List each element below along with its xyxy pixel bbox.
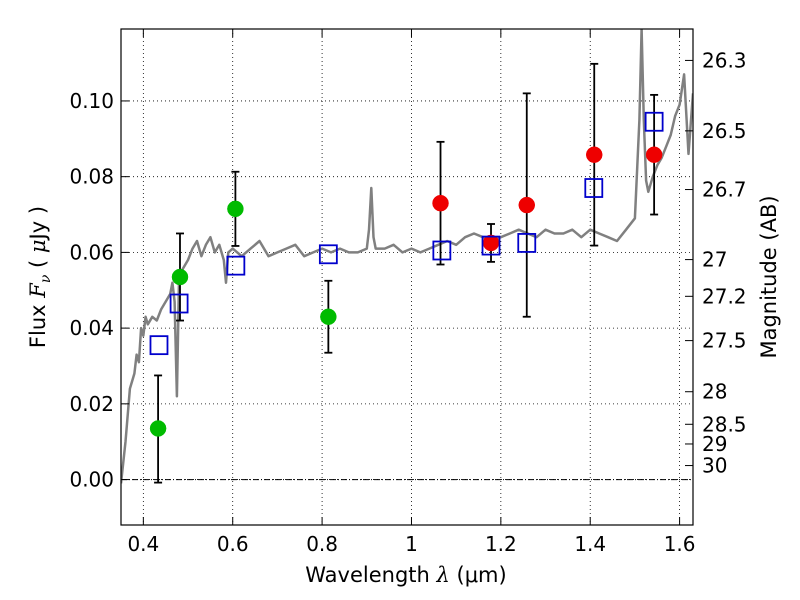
model-box-8 [644,111,664,132]
magnitude-tick-label-9: 30 [702,454,727,478]
magnitude-tick-label-5: 27.5 [702,329,747,353]
y-axis-ticks: 0.00 0.02 0.04 0.06 0.08 0.10 [69,89,129,492]
x-tick-label-3: 1 [405,532,418,556]
y-axis-label-prefix: Flux [26,298,50,348]
x-axis-ticks: 0.4 0.6 0.8 1 1.2 1.4 1.6 [127,29,696,556]
model-box-4 [432,240,452,261]
y-axis-label-unit: Jy ) [26,206,50,242]
model-box-5 [481,235,501,256]
y-tick-label-4: 0.08 [69,165,114,189]
model-boxes [149,111,664,356]
axes-frame [120,28,694,526]
magnitude-tick-label-7: 28.5 [702,412,747,436]
data-points [149,146,663,437]
red-point-2 [518,196,536,214]
y-tick-label-3: 0.06 [69,240,114,264]
y-axis-label-paren: ( [26,253,50,275]
x-tick-label-5: 1.4 [574,532,606,556]
y-axis-label: Flux Fν ( μJy ) [26,206,54,348]
y-tick-label-5: 0.10 [69,89,114,113]
red-point-3 [585,146,603,163]
y-axis-label-mu: μ [26,239,50,253]
magnitude-tick-label-3: 27 [702,248,727,272]
model-box-7 [584,178,604,198]
magnitude-tick-label-0: 26.3 [702,48,747,72]
magnitude-tick-label-2: 26.7 [702,178,747,202]
y-axis-label-subscript: ν [38,274,54,283]
x-axis-label: Wavelength λ (μm) [305,563,506,587]
y-tick-label-0: 0.00 [69,468,114,492]
model-box-0 [149,335,169,356]
magnitude-tick-label-1: 26.5 [702,119,747,143]
model-box-3 [318,244,338,265]
x-tick-label-1: 0.6 [217,532,249,556]
x-tick-label-6: 1.6 [664,532,696,556]
x-tick-label-4: 1.2 [485,532,517,556]
y-axis-label-fnu: F [26,282,50,299]
x-axis-label-unit: (μm) [450,563,507,587]
x-axis-label-prefix: Wavelength [305,563,436,587]
green-point-3 [320,308,337,326]
magnitude-tick-label-4: 27.2 [702,284,747,308]
red-point-4 [645,146,663,163]
plot-area [121,29,693,484]
x-tick-label-0: 0.4 [127,532,159,556]
green-point-0 [149,420,167,437]
y-tick-label-2: 0.04 [69,316,114,340]
x-axis-label-lambda: λ [436,563,450,587]
magnitude-tick-label-6: 28 [702,380,727,404]
model-box-2 [226,255,246,276]
red-point-0 [432,194,449,212]
magnitude-tick-label-8: 29 [702,432,727,456]
y-tick-label-1: 0.02 [69,392,114,416]
model-box-6 [517,233,537,253]
green-point-2 [227,200,244,218]
green-point-1 [171,268,189,286]
model-box-1 [169,293,189,314]
x-tick-label-2: 0.8 [306,532,338,556]
magnitude-axis-label: Magnitude (AB) [757,195,781,358]
